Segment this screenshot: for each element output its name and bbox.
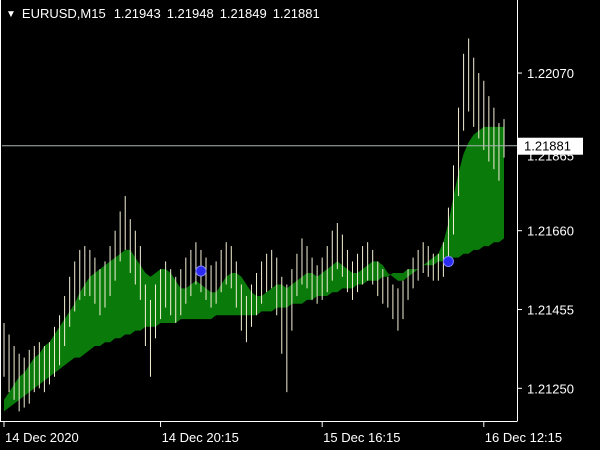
symbol-timeframe: EURUSD,M15 bbox=[21, 6, 106, 21]
signal-markers-layer bbox=[195, 255, 454, 277]
price-bars-layer bbox=[3, 38, 505, 412]
triangle-down-icon[interactable]: ▼ bbox=[6, 9, 16, 20]
signal-marker bbox=[195, 265, 207, 277]
x-tick-label: 16 Dec 12:15 bbox=[485, 430, 562, 445]
x-tick-label: 14 Dec 20:15 bbox=[162, 430, 239, 445]
y-tick-label: 1.22070 bbox=[527, 66, 574, 81]
indicator-band bbox=[4, 126, 504, 412]
open-price: 1.21943 bbox=[113, 6, 161, 21]
close-price: 1.21881 bbox=[272, 6, 320, 21]
indicator-band-layer bbox=[4, 126, 504, 412]
high-price: 1.21948 bbox=[166, 6, 214, 21]
bid-price-label: 1.21881 bbox=[524, 139, 571, 154]
signal-marker bbox=[442, 255, 454, 267]
x-tick-label: 14 Dec 2020 bbox=[5, 430, 79, 445]
bid-price-label-bg bbox=[518, 137, 583, 155]
chart-header: ▼ EURUSD,M15 1.21943 1.21948 1.21849 1.21881 bbox=[6, 6, 326, 21]
y-tick-label: 1.21250 bbox=[527, 381, 574, 396]
y-tick-label: 1.21660 bbox=[527, 224, 574, 239]
low-price: 1.21849 bbox=[219, 6, 267, 21]
y-tick-label: 1.21455 bbox=[527, 303, 574, 318]
axes-layer: 1.218651.220701.216601.214551.212501.218… bbox=[0, 0, 583, 445]
x-tick-label: 15 Dec 16:15 bbox=[323, 430, 400, 445]
